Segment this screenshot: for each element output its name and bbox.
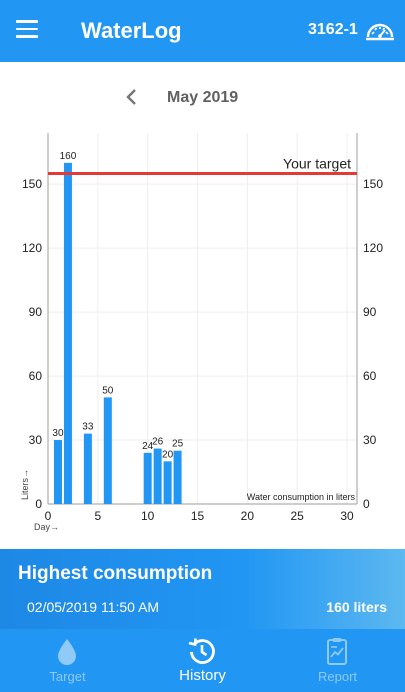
nav-target[interactable]: Target (0, 629, 135, 692)
y-tick-label-right: 30 (363, 433, 377, 447)
bar-value-label: 30 (52, 428, 64, 439)
meter-icon[interactable] (365, 18, 395, 42)
chart-bar (143, 452, 152, 504)
chart-bar (153, 448, 162, 504)
bar-value-label: 24 (142, 441, 154, 452)
bar-value-label: 25 (172, 439, 184, 450)
highest-consumption-card: Highest consumption 02/05/2019 11:50 AM … (0, 549, 405, 629)
app-title: WaterLog (81, 18, 182, 43)
x-tick-label: 10 (141, 509, 155, 523)
month-label: May 2019 (167, 89, 239, 106)
bar-value-label: 160 (60, 151, 77, 162)
bar-value-label: 33 (82, 422, 94, 433)
x-tick-label: 25 (291, 509, 305, 523)
y-tick-label-right: 150 (363, 177, 383, 191)
nav-report[interactable]: Report (270, 629, 405, 692)
device-id[interactable]: 3162-1 (308, 21, 358, 38)
bottom-navigation: Target History Report (0, 629, 405, 692)
chart-bar (63, 162, 72, 504)
summary-title: Highest consumption (18, 563, 213, 584)
x-tick-label: 0 (45, 509, 52, 523)
x-tick-label: 5 (94, 509, 101, 523)
nav-history[interactable]: History (135, 629, 270, 692)
report-icon (327, 638, 347, 665)
chart-bar (53, 440, 62, 504)
x-tick-label: 30 (340, 509, 354, 523)
x-tick-label: 15 (191, 509, 205, 523)
y-tick-label-left: 90 (29, 305, 43, 319)
y-tick-label-left: 0 (35, 497, 42, 511)
bar-value-label: 20 (162, 449, 174, 460)
chart-bar (163, 461, 172, 504)
series-label: Water consumption in liters (247, 492, 356, 502)
water-drop-icon (58, 639, 76, 665)
chart-bar (83, 433, 92, 504)
chart-bar (103, 397, 112, 504)
nav-label-report: Report (317, 669, 358, 684)
nav-label-target: Target (49, 669, 86, 684)
bar-value-label: 26 (152, 437, 164, 448)
y-axis-label: Liters→ (20, 469, 30, 500)
summary-value: 160 liters (326, 599, 387, 615)
chevron-left-icon[interactable] (122, 86, 142, 108)
summary-datetime: 02/05/2019 11:50 AM (27, 599, 160, 615)
y-tick-label-right: 90 (363, 305, 377, 319)
y-tick-label-left: 120 (22, 241, 42, 255)
app-bar: WaterLog 3162-1 (0, 0, 405, 62)
nav-label-history: History (179, 667, 226, 684)
month-navigation: May 2019 (0, 62, 405, 132)
y-tick-label-right: 0 (363, 497, 370, 511)
history-icon (188, 638, 215, 664)
y-tick-label-left: 60 (29, 369, 43, 383)
chart-bar (173, 450, 182, 504)
target-label: Your target (283, 156, 351, 172)
bar-value-label: 50 (102, 385, 114, 396)
y-tick-label-right: 120 (363, 241, 383, 255)
y-tick-label-right: 60 (363, 369, 377, 383)
menu-icon[interactable] (16, 20, 38, 38)
y-tick-label-left: 30 (29, 433, 43, 447)
x-axis-label: Day→ (34, 522, 59, 532)
x-tick-label: 20 (241, 509, 255, 523)
y-tick-label-left: 150 (22, 177, 42, 191)
